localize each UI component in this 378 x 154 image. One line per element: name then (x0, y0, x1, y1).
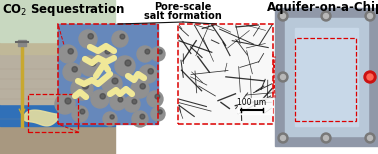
Circle shape (59, 45, 77, 63)
Circle shape (118, 97, 123, 102)
Circle shape (280, 14, 285, 18)
Bar (58, 24, 158, 124)
Bar (0, 126, 115, 154)
Text: CO$_2$ Sequestration: CO$_2$ Sequestration (2, 1, 125, 18)
Circle shape (65, 98, 71, 104)
Text: salt formation: salt formation (144, 11, 222, 21)
Circle shape (280, 136, 285, 140)
Circle shape (367, 74, 373, 80)
Circle shape (140, 114, 145, 119)
Text: 100 μm: 100 μm (237, 98, 266, 107)
Circle shape (110, 115, 114, 119)
Ellipse shape (90, 36, 99, 46)
Bar (58, 24, 158, 124)
Circle shape (367, 14, 372, 18)
Circle shape (68, 49, 73, 54)
Circle shape (80, 109, 85, 114)
Bar (28, 94, 78, 132)
Circle shape (132, 99, 137, 104)
Circle shape (72, 106, 88, 122)
Circle shape (96, 45, 114, 63)
Circle shape (120, 34, 125, 39)
Bar (18, 40, 26, 46)
Circle shape (280, 75, 285, 79)
Circle shape (139, 65, 157, 83)
Circle shape (151, 107, 165, 121)
Ellipse shape (77, 36, 87, 46)
Circle shape (148, 69, 153, 74)
Circle shape (80, 56, 100, 76)
Circle shape (103, 112, 117, 126)
Bar (238, 98, 272, 114)
Circle shape (91, 90, 109, 108)
Bar (0, 54, 115, 104)
Circle shape (365, 11, 375, 21)
Circle shape (112, 31, 128, 47)
Circle shape (145, 49, 150, 54)
Circle shape (137, 46, 153, 62)
Circle shape (158, 50, 162, 54)
Circle shape (72, 67, 77, 72)
Circle shape (79, 30, 97, 48)
Circle shape (115, 56, 135, 76)
Circle shape (158, 110, 162, 114)
Circle shape (105, 49, 110, 54)
Circle shape (131, 80, 149, 98)
Circle shape (278, 11, 288, 21)
Circle shape (155, 94, 160, 99)
Circle shape (88, 34, 93, 39)
Circle shape (140, 84, 146, 89)
Bar (275, 8, 378, 146)
Circle shape (124, 96, 140, 112)
Circle shape (278, 133, 288, 143)
Circle shape (102, 74, 122, 94)
Bar (178, 24, 273, 124)
Bar (0, 42, 115, 54)
Bar (0, 0, 115, 42)
Circle shape (82, 82, 88, 89)
Circle shape (151, 47, 165, 61)
Polygon shape (23, 110, 60, 126)
Circle shape (110, 94, 126, 110)
Circle shape (278, 72, 288, 82)
Bar (295, 28, 358, 126)
Circle shape (324, 14, 328, 18)
Text: Pore-scale: Pore-scale (154, 2, 212, 12)
Circle shape (90, 60, 96, 66)
Circle shape (147, 91, 163, 107)
Circle shape (321, 11, 331, 21)
Circle shape (71, 78, 93, 100)
Circle shape (100, 94, 105, 99)
Circle shape (367, 136, 372, 140)
Text: Aquifer-on-a-Chip: Aquifer-on-a-Chip (267, 1, 378, 14)
Bar (0, 104, 115, 126)
Circle shape (364, 71, 376, 83)
Bar (178, 24, 273, 124)
Ellipse shape (64, 36, 73, 46)
Circle shape (55, 94, 75, 114)
Circle shape (132, 111, 148, 127)
Circle shape (125, 60, 131, 66)
Circle shape (321, 133, 331, 143)
Circle shape (365, 133, 375, 143)
Circle shape (324, 136, 328, 140)
Bar (295, 38, 356, 121)
Circle shape (112, 78, 118, 84)
Bar (285, 18, 368, 136)
Circle shape (63, 63, 81, 81)
